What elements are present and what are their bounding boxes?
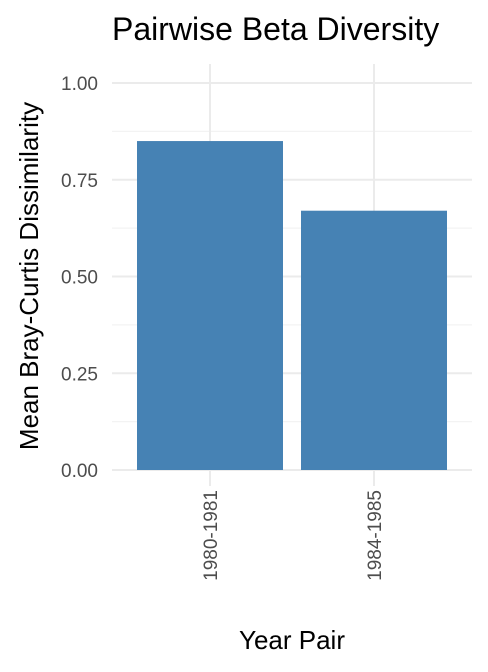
x-axis-title: Year Pair (239, 625, 345, 655)
y-tick-label: 0.50 (61, 268, 98, 289)
y-tick-label: 0.00 (61, 461, 98, 482)
y-axis-title: Mean Bray-Curtis Dissimilarity (14, 102, 44, 450)
y-tick-label: 1.00 (61, 74, 98, 95)
bar-1984-1985 (301, 210, 447, 470)
bars (137, 141, 447, 471)
y-tick-label: 0.25 (61, 364, 98, 385)
y-tick-label: 0.75 (61, 171, 98, 192)
chart-title: Pairwise Beta Diversity (112, 11, 439, 47)
x-tick-label: 1980-1981 (201, 490, 222, 581)
x-axis-ticks: 1980-1981 1984-1985 (201, 490, 386, 581)
x-tick-label: 1984-1985 (365, 490, 386, 581)
bar-1980-1981 (137, 141, 283, 471)
y-axis-ticks: 0.00 0.25 0.50 0.75 1.00 (61, 74, 98, 482)
